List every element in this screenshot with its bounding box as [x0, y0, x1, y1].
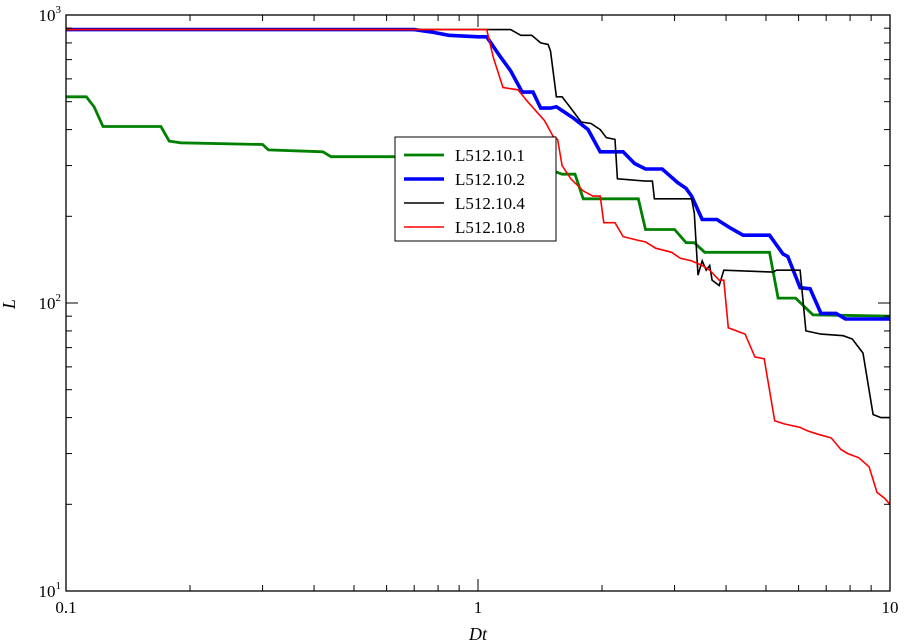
y-tick-label: 101: [39, 580, 62, 601]
ticks-layer: 0.1 1 10 101 102 103: [39, 4, 899, 617]
y-tick-label: 102: [39, 292, 62, 313]
legend-label-1: L512.10.1: [455, 146, 525, 165]
x-axis-label: Dt: [468, 624, 488, 643]
x-tick-label: 0.1: [55, 598, 76, 617]
y-tick-label: 103: [39, 4, 62, 25]
series-layer: [66, 27, 891, 505]
y-axis-label: L: [0, 299, 19, 310]
x-tick-label: 10: [882, 598, 899, 617]
series-line-2: [66, 27, 890, 321]
series-line-4: [66, 28, 891, 505]
x-tick-label: 1: [474, 598, 483, 617]
legend-label-2: L512.10.2: [455, 170, 525, 189]
legend: L512.10.1 L512.10.2 L512.10.4 L512.10.8: [394, 136, 557, 242]
legend-label-4: L512.10.8: [455, 218, 525, 237]
series-line-3: [66, 28, 890, 419]
legend-label-3: L512.10.4: [455, 194, 525, 213]
legend-entries: L512.10.1 L512.10.2 L512.10.4 L512.10.8: [404, 146, 525, 237]
plot-frame: [65, 14, 891, 592]
